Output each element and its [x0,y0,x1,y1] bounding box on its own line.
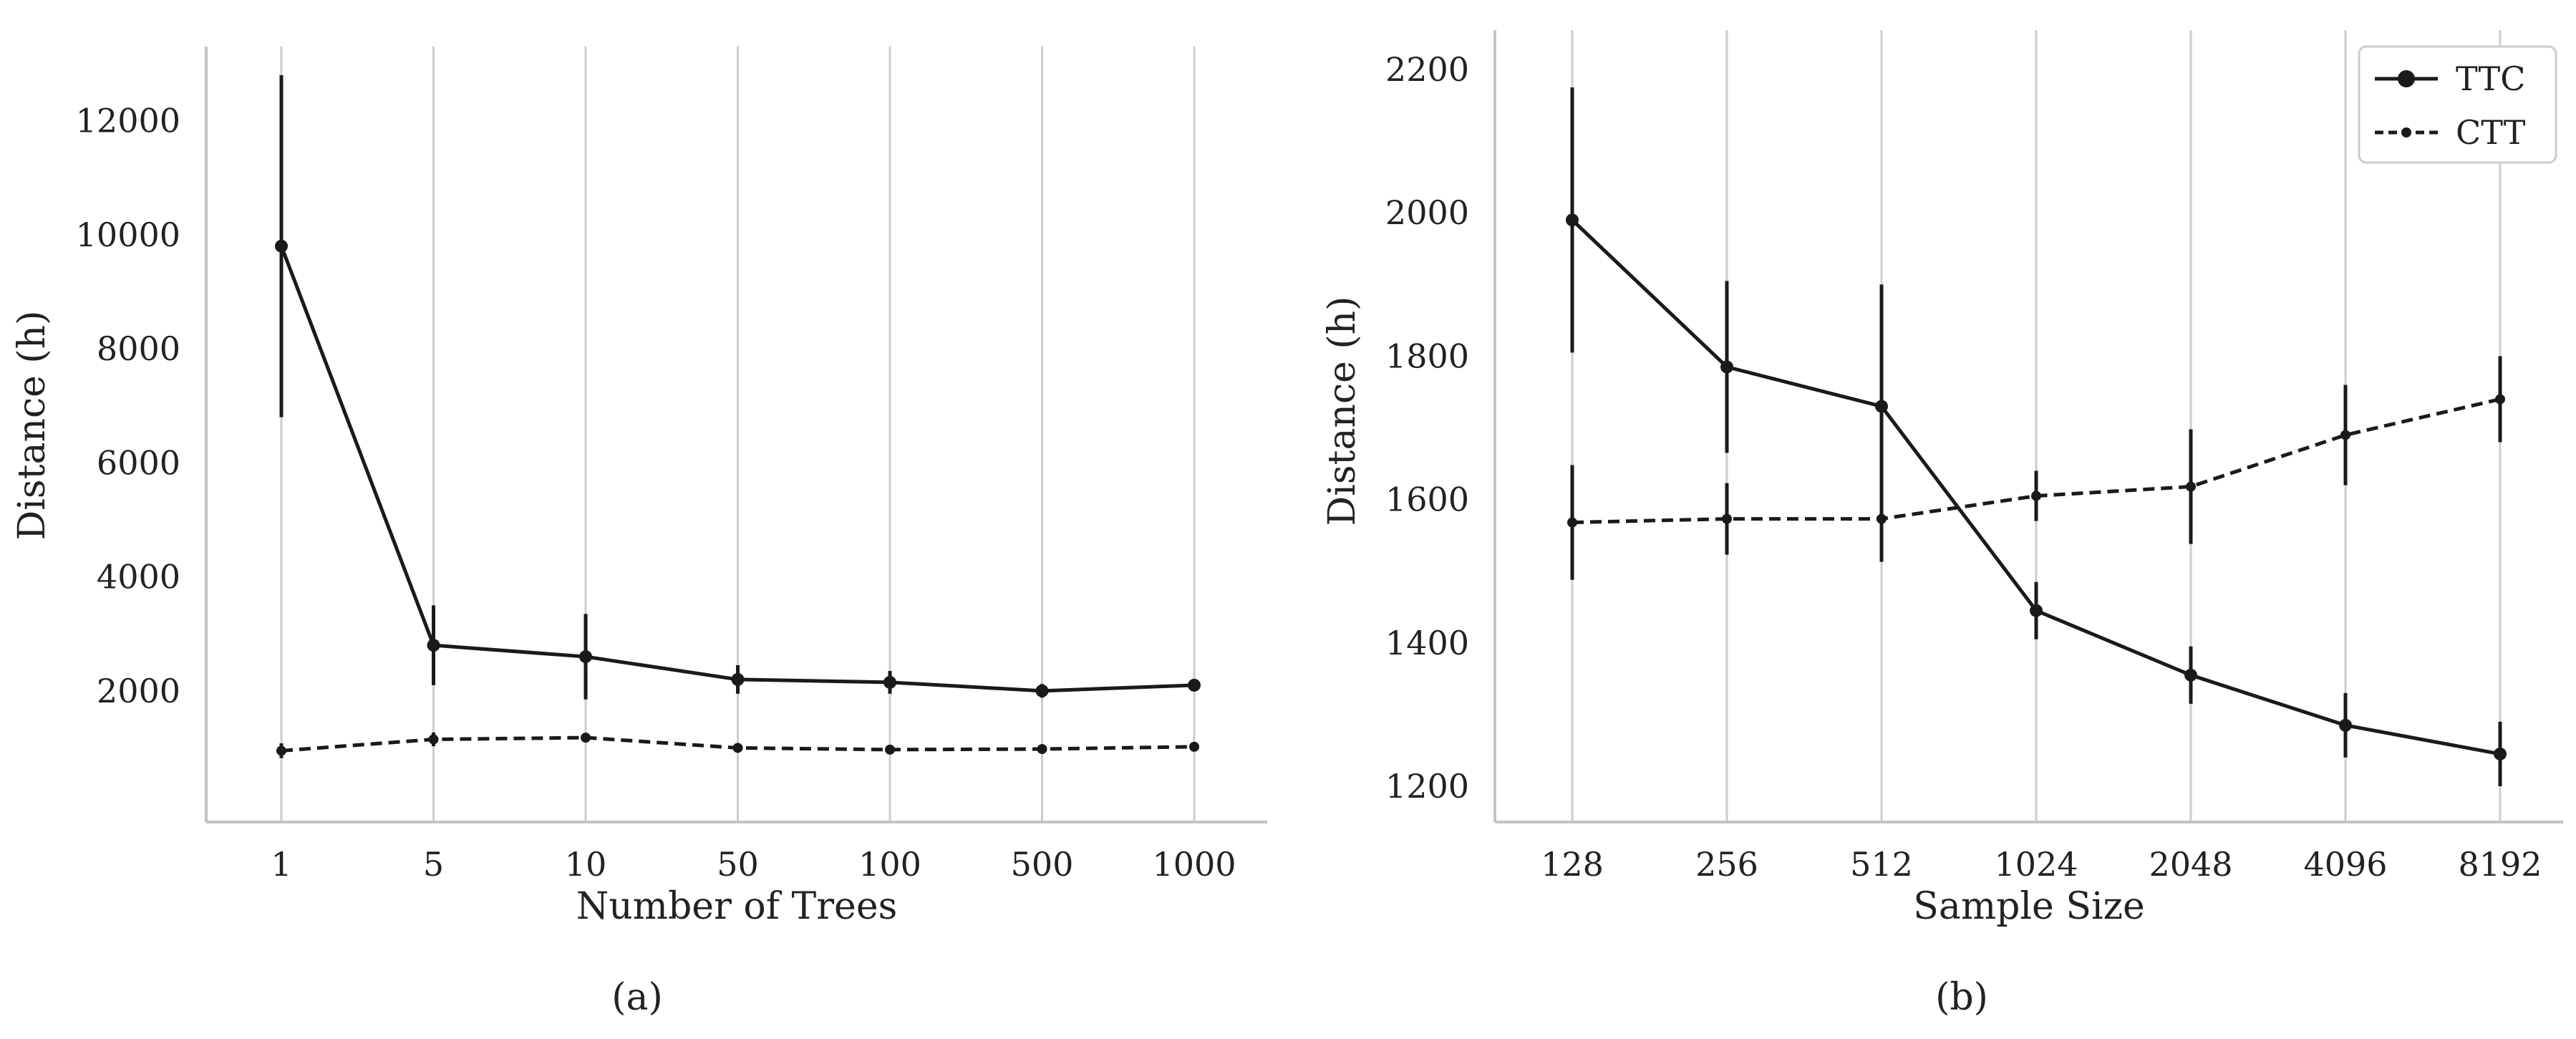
panel-a-ttc-point [427,639,440,652]
legend-marker-ctt [2401,127,2411,137]
panel-a-ctt-point [1037,744,1047,755]
panel-b-ttc-point [1875,400,1888,413]
panel-a-ttc-point [1035,684,1049,697]
panel-b-y-tick-label: 1400 [1385,624,1469,662]
panel-a-x-tick-label: 50 [717,845,759,884]
panel-a-y-tick-label: 12000 [76,102,180,140]
panel-a-y-tick-label: 2000 [97,672,180,710]
panel-b-x-tick-label: 1024 [1994,845,2078,884]
panel-b-x-tick-label: 8192 [2458,845,2542,884]
panel-a-ttc-point [275,239,288,253]
panel-b-x-tick-label: 256 [1695,845,1758,884]
panel-a-y-tick-label: 6000 [97,443,180,482]
panel-b-y-tick-label: 1600 [1385,480,1469,519]
panel-a-ttc-point [883,675,896,689]
panel-b-x-tick-label: 128 [1541,845,1604,884]
panel-a-ctt-point [885,744,895,755]
panel-a-x-tick-label: 500 [1011,845,1074,884]
panel-a-x-tick-label: 1000 [1152,845,1236,884]
panel-b-chart: 128 256 512 1024 2048 4096 8192 1200 1400 1600 180… [1321,30,2563,1019]
panel-b-y-tick-label: 1800 [1385,337,1469,375]
panel-a-ctt-point [1189,741,1199,752]
panel-a-ttc-point [579,650,592,664]
panel-b-y-axis-label: Distance (h) [1321,296,1364,526]
panel-b-x-axis-label: Sample Size [1913,885,2145,928]
panel-a-y-tick-label: 8000 [97,329,180,368]
panel-b-x-tick-label: 512 [1850,845,1913,884]
panel-a-x-tick-label: 100 [858,845,921,884]
panel-b-ctt-point [2031,490,2041,501]
panel-a-x-tick-label: 10 [565,845,607,884]
panel-b-ttc-point [2339,718,2352,732]
legend-label-ttc: TTC [2456,59,2525,98]
panel-b-ctt-point [2186,481,2196,492]
panel-a-ttc-point [731,672,745,686]
panel-b-ctt-point [1877,513,1887,524]
panel-a-ctt-point [732,743,743,753]
panel-a-ctt-point [428,734,439,745]
panel-b-x-tick-label: 2048 [2149,845,2232,884]
panel-b-y-tick-label: 2000 [1385,193,1469,232]
panel-b-y-tick-label: 1200 [1385,767,1469,806]
panel-b-ttc-point [2494,747,2507,760]
panel-b-x-tick-label: 4096 [2303,845,2387,884]
panel-b-ctt-point [1567,517,1577,528]
panel-b-ctt-point [2495,394,2505,405]
panel-b-ttc-point [1720,360,1733,374]
panel-a-chart: 1 5 10 50 100 500 1000 2000 4000 6000 8000 10000 120… [11,47,1267,1019]
panel-b-ttc-point [1566,213,1579,227]
panel-b-y-tick-label: 2200 [1385,50,1469,89]
panel-a-ttc-point [1188,678,1201,692]
panel-b-ctt-point [2340,430,2350,440]
panel-b-ttc-point [2184,668,2197,682]
panel-a-ctt-point [276,745,286,756]
panel-b-ttc-point [2030,604,2043,617]
panel-a-ctt-point [581,733,591,743]
panel-a-y-tick-label: 10000 [76,216,180,254]
panel-a-y-axis-label: Distance (h) [11,311,54,541]
panel-a-x-tick-label: 1 [271,845,291,884]
legend-marker-ttc [2398,70,2415,87]
panel-a-x-tick-label: 5 [423,845,444,884]
panel-b-ctt-point [1722,513,1732,524]
panel-a-label: (a) [611,976,663,1019]
panel-a-x-axis-label: Number of Trees [576,885,898,928]
panel-b-label: (b) [1935,976,1988,1019]
legend-label-ctt: CTT [2456,113,2526,152]
panel-a-y-tick-label: 4000 [97,558,180,596]
